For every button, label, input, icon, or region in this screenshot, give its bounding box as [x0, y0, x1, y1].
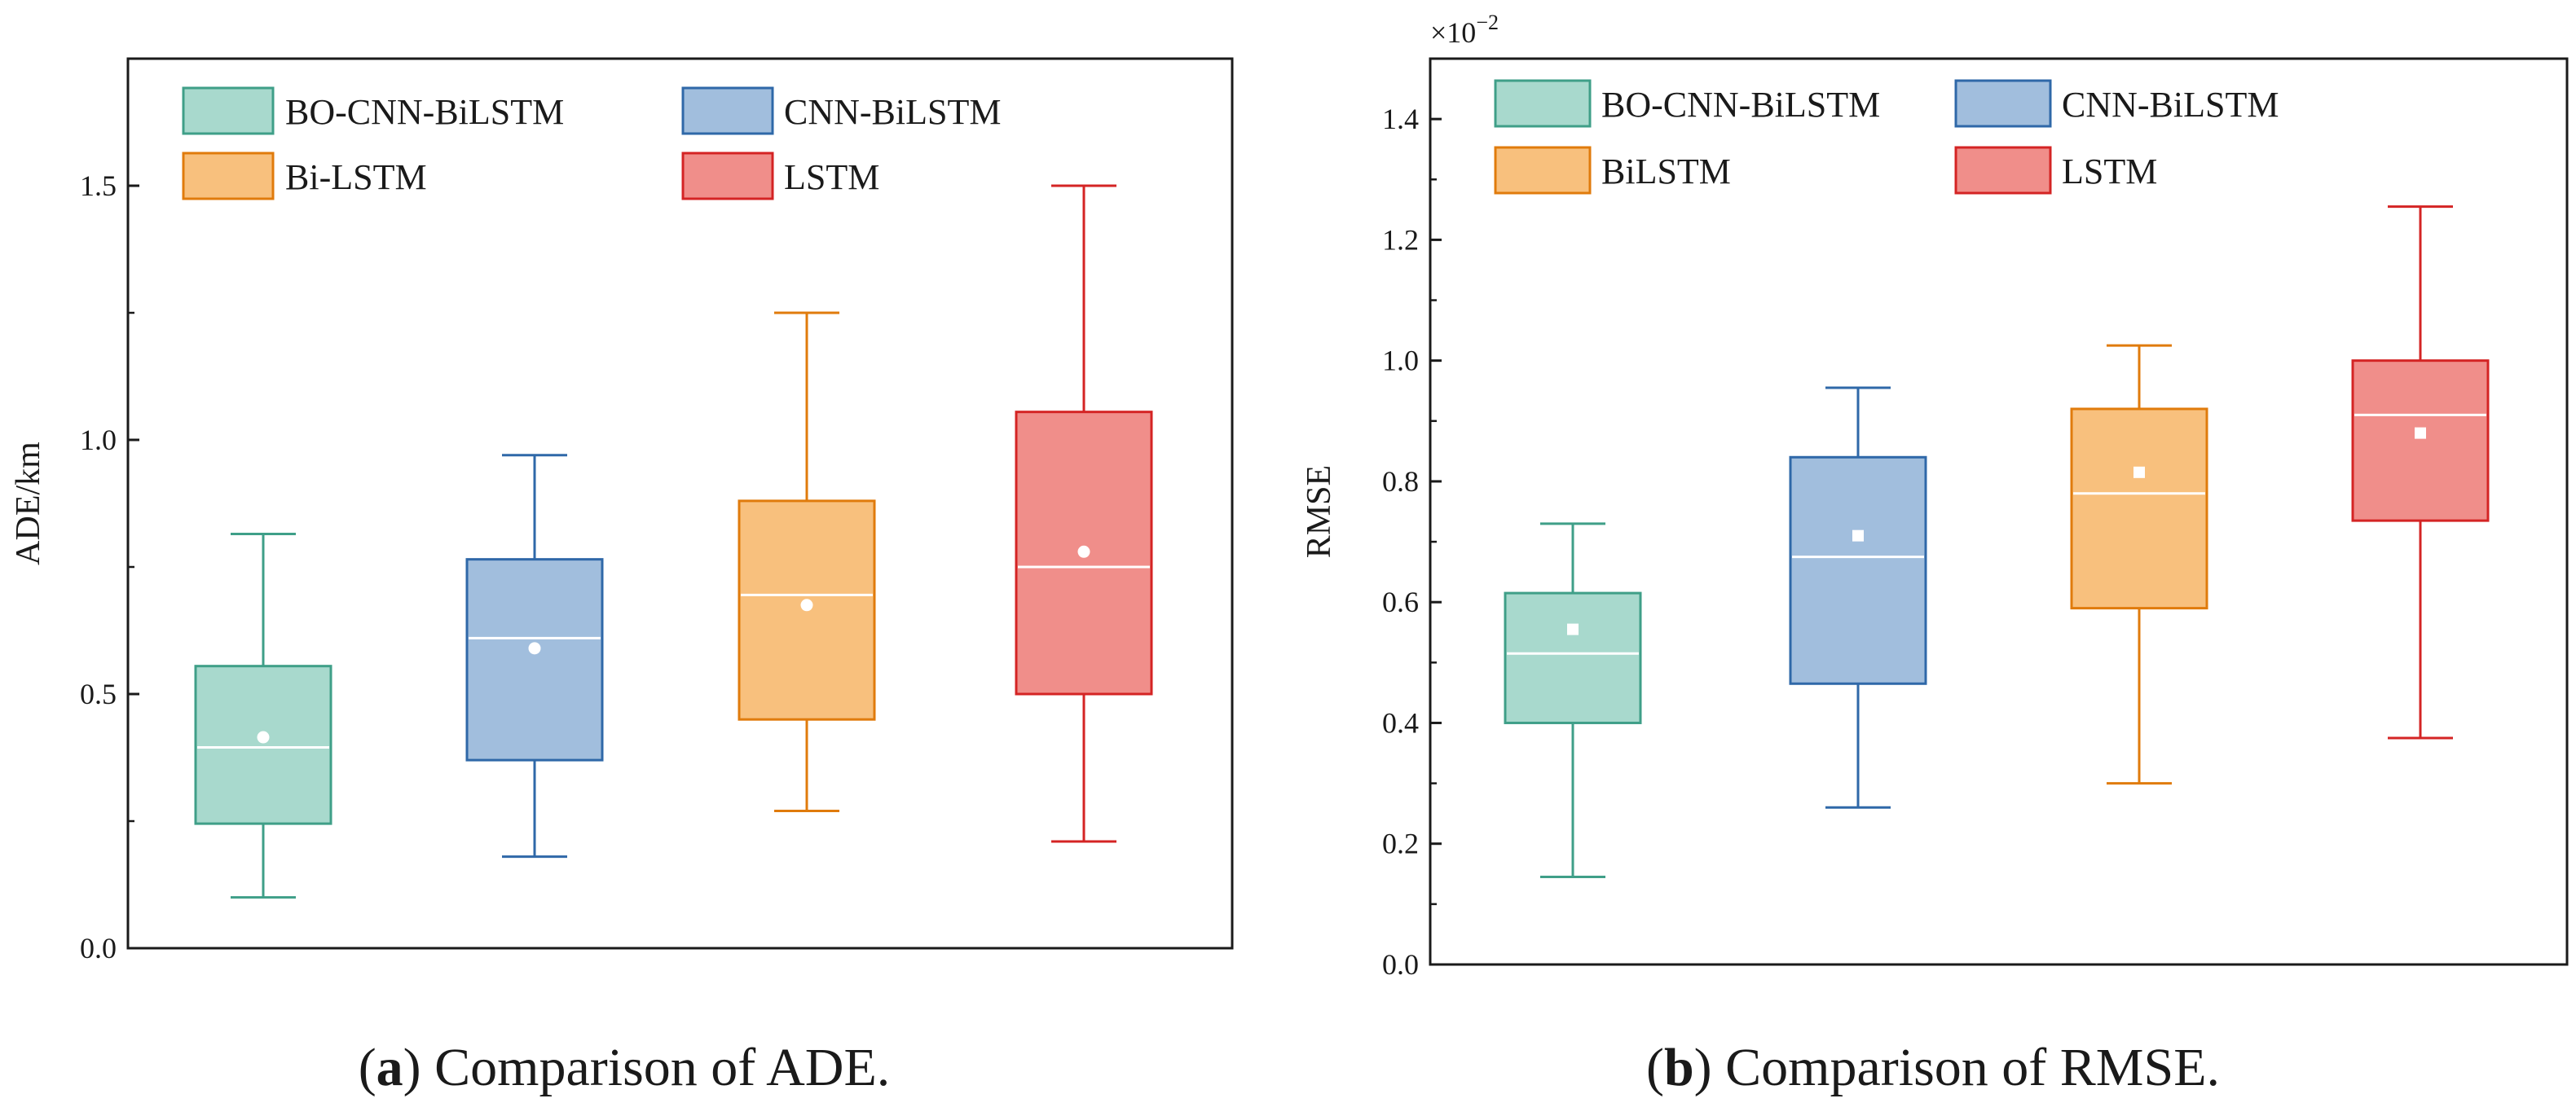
y-axis-label: ADE/km: [10, 442, 47, 565]
box-bo-cnn-bilstm: [1504, 522, 1642, 879]
plot-frame: [126, 57, 1234, 950]
legend-label-bo-cnn-bilstm: BO-CNN-BiLSTM: [285, 92, 564, 132]
mean-marker: [2133, 466, 2145, 478]
legend-swatch-bo-cnn-bilstm: [182, 86, 275, 135]
y-tick-label: 0.8: [1382, 465, 1419, 498]
y-tick-label: 0.0: [80, 932, 117, 964]
legend-swatch-cnn-bilstm: [1954, 79, 2052, 128]
caption-text-a: Comparison of ADE.: [434, 1038, 890, 1097]
legend-swatch-lstm: [681, 152, 774, 200]
box-cnn-bilstm: [1789, 386, 1927, 809]
caption-letter-a: a: [376, 1038, 403, 1097]
panel-rmse: 0.0 0.2 0.4 0.6 0.8 1.0 1.2 1.4 RMSE ×10−2 BO-C…: [1301, 11, 2569, 1097]
box-bi-lstm: [738, 311, 876, 813]
legend-swatch-cnn-bilstm: [681, 86, 774, 135]
iqr-box: [465, 558, 604, 762]
y-tick-label: 0.2: [1382, 828, 1419, 860]
mean-marker: [1852, 529, 1864, 542]
y-tick-label: 0.4: [1382, 706, 1419, 739]
y-tick-label: 1.0: [80, 424, 117, 456]
legend-swatch-bi-lstm: [182, 152, 275, 200]
y-axis-scale-factor: ×10−2: [1430, 11, 1499, 49]
iqr-box: [194, 665, 332, 825]
legend-label-lstm: LSTM: [784, 157, 879, 197]
legend-swatch-bo-cnn-bilstm: [1494, 79, 1592, 128]
y-tick-label: 1.2: [1382, 223, 1419, 256]
iqr-box: [1504, 591, 1642, 724]
legend-label-cnn-bilstm: CNN-BiLSTM: [2062, 85, 2279, 125]
y-tick-label: 0.5: [80, 678, 117, 710]
legend-swatch-bilstm: [1494, 146, 1592, 195]
box-lstm: [2351, 205, 2490, 740]
mean-marker: [1567, 623, 1579, 635]
y-tick-label: 1.5: [80, 169, 117, 202]
panel-ade: 0.0 0.5 1.0 1.5 ADE/km BO-CNN-BiLSTM CNN-Bi…: [10, 57, 1234, 1097]
box-cnn-bilstm: [465, 454, 604, 859]
legend-label-cnn-bilstm: CNN-BiLSTM: [784, 92, 1001, 132]
box-lstm: [1015, 184, 1153, 843]
mean-marker: [257, 731, 270, 744]
y-tick-label: 0.0: [1382, 948, 1419, 981]
box-group: [1504, 205, 2490, 879]
mean-marker: [2415, 427, 2426, 439]
legend-label-lstm: LSTM: [2062, 152, 2157, 191]
caption-letter-b: b: [1664, 1038, 1694, 1097]
y-axis-ticks: 0.0 0.2 0.4 0.6 0.8 1.0 1.2 1.4: [1382, 103, 1442, 981]
caption-b: (b) Comparison of RMSE.: [1646, 1038, 2220, 1097]
legend-label-bo-cnn-bilstm: BO-CNN-BiLSTM: [1601, 85, 1880, 125]
box-bo-cnn-bilstm: [194, 532, 332, 899]
legend-swatch-lstm: [1954, 146, 2052, 195]
scale-exponent: −2: [1476, 11, 1499, 34]
y-tick-label: 1.4: [1382, 103, 1419, 135]
legend-label-bi-lstm: Bi-LSTM: [285, 157, 427, 197]
mean-marker: [1077, 545, 1090, 558]
plot-frame: [1429, 57, 2569, 966]
box-bilstm: [2070, 344, 2208, 785]
iqr-box: [2351, 359, 2490, 522]
iqr-box: [1789, 455, 1927, 685]
y-tick-label: 0.6: [1382, 586, 1419, 618]
mean-marker: [528, 642, 541, 655]
y-axis-ticks: 0.0 0.5 1.0 1.5: [80, 169, 139, 964]
legend-label-bilstm: BiLSTM: [1601, 152, 1731, 191]
mean-marker: [800, 599, 813, 612]
legend: BO-CNN-BiLSTM CNN-BiLSTM BiLSTM LSTM: [1494, 79, 2279, 195]
scale-base: ×10: [1430, 16, 1476, 49]
caption-text-b: Comparison of RMSE.: [1725, 1038, 2220, 1097]
y-tick-label: 1.0: [1382, 345, 1419, 377]
caption-a: (a) Comparison of ADE.: [359, 1038, 891, 1097]
iqr-box: [2070, 407, 2208, 610]
legend: BO-CNN-BiLSTM CNN-BiLSTM Bi-LSTM LSTM: [182, 86, 1001, 200]
y-axis-label: RMSE: [1301, 465, 1338, 558]
box-group: [194, 184, 1153, 899]
